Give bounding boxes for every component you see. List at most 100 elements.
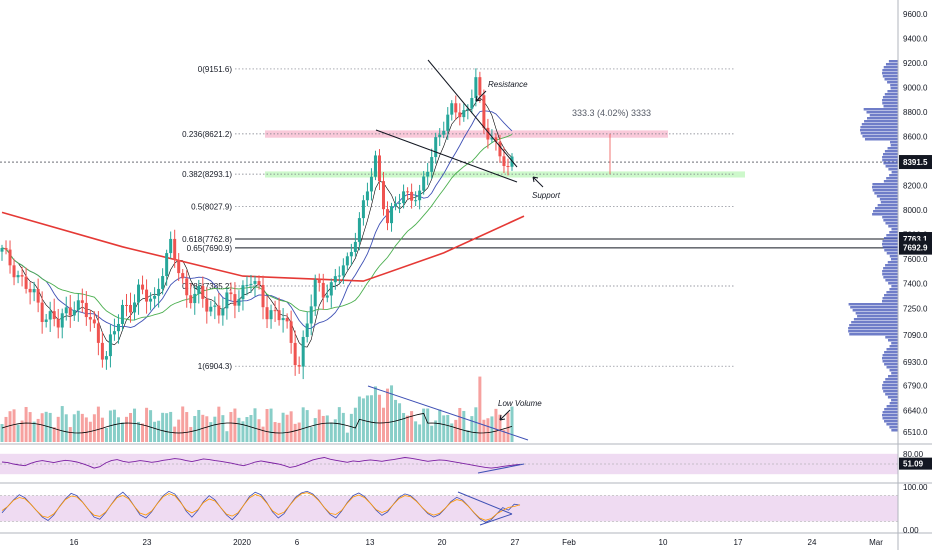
volume-bar: [317, 409, 321, 442]
candle-body: [361, 200, 365, 219]
time-tick-label: 2020: [233, 538, 251, 547]
candle-body: [173, 238, 177, 260]
candle-body: [422, 176, 426, 191]
stochastic-band: [0, 495, 898, 522]
volume-profile-bar: [882, 360, 898, 363]
price-tick-label: 8000.0: [903, 206, 928, 215]
candle-body: [76, 300, 80, 311]
volume-bar: [16, 424, 20, 442]
candle-body: [56, 319, 60, 328]
candle-body: [277, 310, 281, 321]
volume-bar: [205, 416, 209, 442]
volume-profile-bar: [882, 357, 898, 360]
time-tick-label: 17: [734, 538, 743, 547]
volume-profile-bar: [882, 411, 898, 414]
candle-body: [197, 286, 201, 294]
volume-bar: [253, 408, 257, 442]
volume-bar: [462, 411, 466, 442]
candle-body: [8, 249, 12, 266]
price-tick-label: 9200.0: [903, 59, 928, 68]
volume-bar: [108, 410, 112, 442]
volume-profile-bar: [883, 66, 898, 69]
volume-profile-bar: [848, 327, 898, 330]
volume-profile-bar: [874, 207, 898, 210]
volume-bars-layer: [0, 376, 514, 442]
last-price-tag: [899, 155, 932, 170]
volume-profile-bar: [883, 219, 898, 222]
candle-body: [430, 157, 434, 172]
candle-body: [169, 238, 173, 254]
candle-body: [418, 190, 422, 201]
candle-body: [133, 302, 137, 313]
volume-bar: [229, 411, 233, 442]
price-tick-label: 6510.0: [903, 428, 928, 437]
candle-body: [482, 95, 486, 128]
volume-bar: [434, 420, 438, 442]
volume-profile-bar: [851, 321, 898, 324]
volume-bar: [161, 412, 165, 442]
volume-bar: [193, 416, 197, 442]
candle-body: [253, 281, 257, 284]
volume-bar: [273, 422, 277, 442]
volume-bar: [112, 409, 116, 442]
candle-body: [462, 110, 466, 118]
volume-bar: [289, 411, 293, 442]
price-tick-label: 7250.0: [903, 305, 928, 314]
volume-bar: [482, 419, 486, 442]
resistance-arrow-icon: [475, 90, 487, 102]
low-volume-arrow-icon: [499, 409, 511, 421]
volume-profile-bar: [882, 354, 898, 357]
time-tick-label: 10: [659, 538, 668, 547]
candle-body: [72, 310, 76, 316]
candle-body: [217, 305, 221, 316]
volume-bar: [197, 409, 201, 442]
moving-average-line: [1, 134, 513, 321]
candle-body: [201, 286, 205, 299]
volume-profile-bar: [861, 123, 898, 126]
volume-bar: [92, 414, 96, 442]
volume-profile-bar: [866, 111, 898, 114]
candle-body: [245, 284, 249, 286]
volume-bar: [277, 422, 281, 442]
volume-bar: [149, 410, 153, 442]
volume-profile-bar: [864, 120, 898, 123]
price-tick-label: 8200.0: [903, 182, 928, 191]
candle-body: [369, 176, 373, 192]
volume-profile-bar: [889, 174, 898, 177]
candle-body: [450, 103, 454, 115]
price-tick-label: 7090.0: [903, 331, 928, 340]
volume-profile-bar: [872, 213, 898, 216]
price-tick-label: 6930.0: [903, 358, 928, 367]
volume-profile-bar: [850, 306, 898, 309]
volume-bar: [285, 414, 289, 442]
time-tick-label: 27: [511, 538, 520, 547]
volume-profile-bar: [889, 231, 898, 234]
volume-profile-bar: [882, 300, 898, 303]
volume-bar: [458, 407, 462, 442]
annotation-low-volume: Low Volume: [498, 399, 542, 408]
time-tick-label: 20: [438, 538, 447, 547]
volume-bar: [133, 408, 137, 442]
annotation-resistance: Resistance: [488, 80, 528, 89]
fib-level-label: 0.5(8027.9): [191, 203, 232, 212]
volume-bar: [494, 408, 498, 442]
volume-profile-bar: [848, 330, 898, 333]
volume-profile-bar: [884, 363, 898, 366]
candle-body: [36, 289, 40, 303]
volume-bar: [157, 420, 161, 442]
volume-bar: [422, 408, 426, 442]
candle-body: [357, 218, 361, 242]
volume-profile-bar: [883, 390, 898, 393]
volume-profile-bar: [864, 138, 898, 141]
volume-profile-bar: [883, 267, 898, 270]
candle-body: [386, 209, 390, 224]
volume-bar: [426, 408, 430, 442]
volume-profile-bar: [857, 315, 898, 318]
drawings-layer: [367, 59, 611, 441]
candle-body: [16, 275, 20, 278]
stochastic-divergence-line: [457, 491, 513, 515]
volume-bar: [52, 427, 56, 442]
wedge-resistance-trendline: [427, 59, 518, 168]
candle-body: [241, 285, 245, 300]
